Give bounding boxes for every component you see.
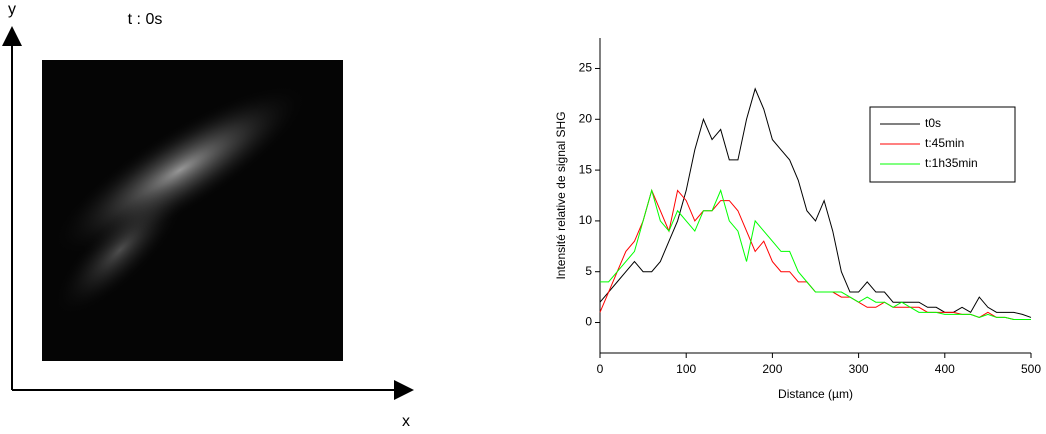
y-tick-label: 10 [579,213,593,227]
x-axis-title: Distance (µm) [778,387,853,401]
x-tick-label: 300 [849,362,869,376]
y-tick-label: 15 [579,162,593,176]
series-line [599,188,1031,320]
y-label: y [8,1,16,18]
micrograph-signal [52,182,188,318]
series-line [599,87,1032,318]
y-axis-title: Intensité relative de signal SHG [554,111,568,279]
image-panel: y x t : 0s [1,1,414,430]
x-tick-label: 200 [762,362,782,376]
y-tick-label: 20 [579,111,593,125]
x-label: x [402,413,410,430]
micrograph-signal [51,83,309,257]
image-title: t : 0s [128,11,163,28]
legend-label: t:45min [925,136,964,150]
legend-label: t0s [925,116,941,130]
y-tick-label: 0 [585,315,592,329]
x-tick-label: 0 [597,362,604,376]
y-tick-label: 5 [585,264,592,278]
series-line [600,188,1031,320]
legend-label: t:1h35min [925,156,978,170]
y-tick-label: 25 [579,61,593,75]
x-tick-label: 500 [1021,362,1041,376]
x-tick-label: 100 [676,362,696,376]
chart: 0 5 10 15 20 25 0 100 200 300 400 500 Distance (µm) I… [554,38,1041,401]
x-tick-label: 400 [935,362,955,376]
